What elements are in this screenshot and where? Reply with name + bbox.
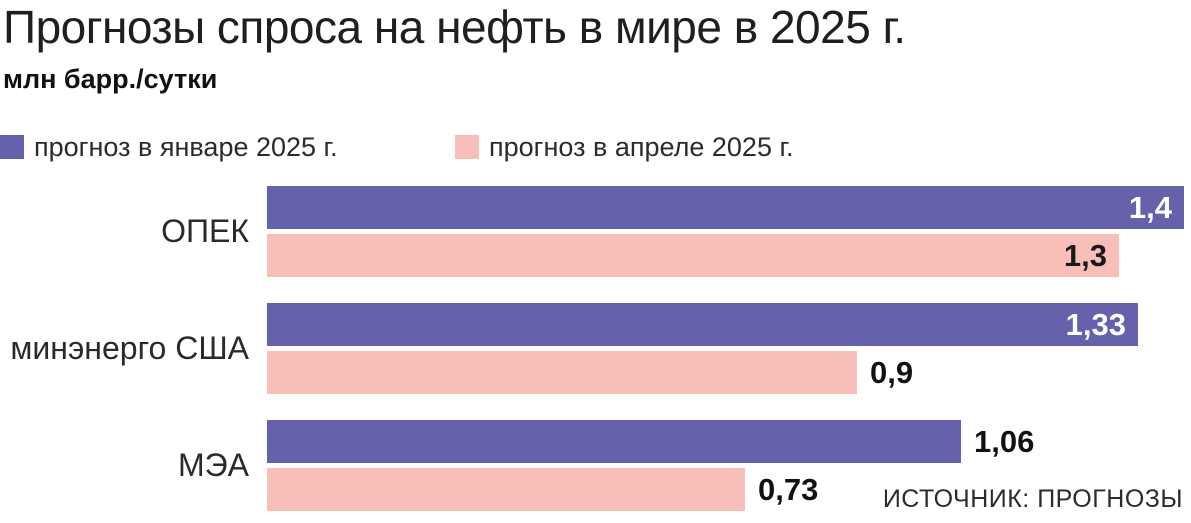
bar-row-january-2: 1,06: [267, 420, 1191, 463]
bar-april-2: [267, 468, 745, 511]
value-label-april-2: 0,73: [758, 472, 819, 507]
legend: прогноз в январе 2025 г. прогноз в апрел…: [0, 131, 1191, 163]
bar-row-april-1: 0,9: [267, 351, 1191, 394]
chart-group-0: ОПЕК 1,4 1,3: [0, 186, 1191, 277]
legend-label-april: прогноз в апреле 2025 г.: [489, 131, 794, 162]
value-label-january-2: 1,06: [974, 424, 1035, 459]
category-label-1: минэнерго США: [10, 330, 249, 366]
category-bars-1: 1,33 0,9: [267, 303, 1191, 394]
chart-group-2: МЭА 1,06 0,73: [0, 420, 1191, 511]
category-label-2: МЭА: [178, 447, 249, 483]
bar-row-april-2: 0,73: [267, 468, 1191, 511]
page-title: Прогнозы спроса на нефть в мире в 2025 г…: [3, 1, 906, 53]
category-bars-2: 1,06 0,73: [267, 420, 1191, 511]
category-bars-0: 1,4 1,3: [267, 186, 1191, 277]
legend-item-january: прогноз в январе 2025 г.: [0, 131, 338, 162]
legend-label-january: прогноз в январе 2025 г.: [34, 131, 338, 162]
bar-april-1: [267, 351, 857, 394]
value-label-april-0: 1,3: [1063, 238, 1107, 273]
category-label-0: ОПЕК: [161, 213, 249, 249]
bar-row-january-1: 1,33: [267, 303, 1191, 346]
bar-january-2: [267, 420, 961, 463]
value-label-april-1: 0,9: [870, 355, 914, 390]
bar-chart: ОПЕК 1,4 1,3 минэнерго США 1,33 0,9 МЭА 1,06 0,7…: [0, 186, 1191, 511]
legend-swatch-april: [455, 135, 479, 159]
value-label-january-0: 1,4: [1128, 190, 1172, 225]
source-label: ИСТОЧНИК: ПРОГНОЗЫ: [882, 485, 1183, 513]
bar-row-april-0: 1,3: [267, 234, 1191, 277]
chart-group-1: минэнерго США 1,33 0,9: [0, 303, 1191, 394]
legend-swatch-january: [0, 135, 24, 159]
bar-january-0: 1,4: [267, 186, 1184, 229]
bar-april-0: 1,3: [267, 234, 1119, 277]
bar-row-january-0: 1,4: [267, 186, 1191, 229]
bar-january-1: 1,33: [267, 303, 1138, 346]
legend-item-april: прогноз в апреле 2025 г.: [455, 131, 794, 162]
value-label-january-1: 1,33: [1065, 307, 1126, 342]
unit-label: млн барр./сутки: [3, 64, 218, 94]
